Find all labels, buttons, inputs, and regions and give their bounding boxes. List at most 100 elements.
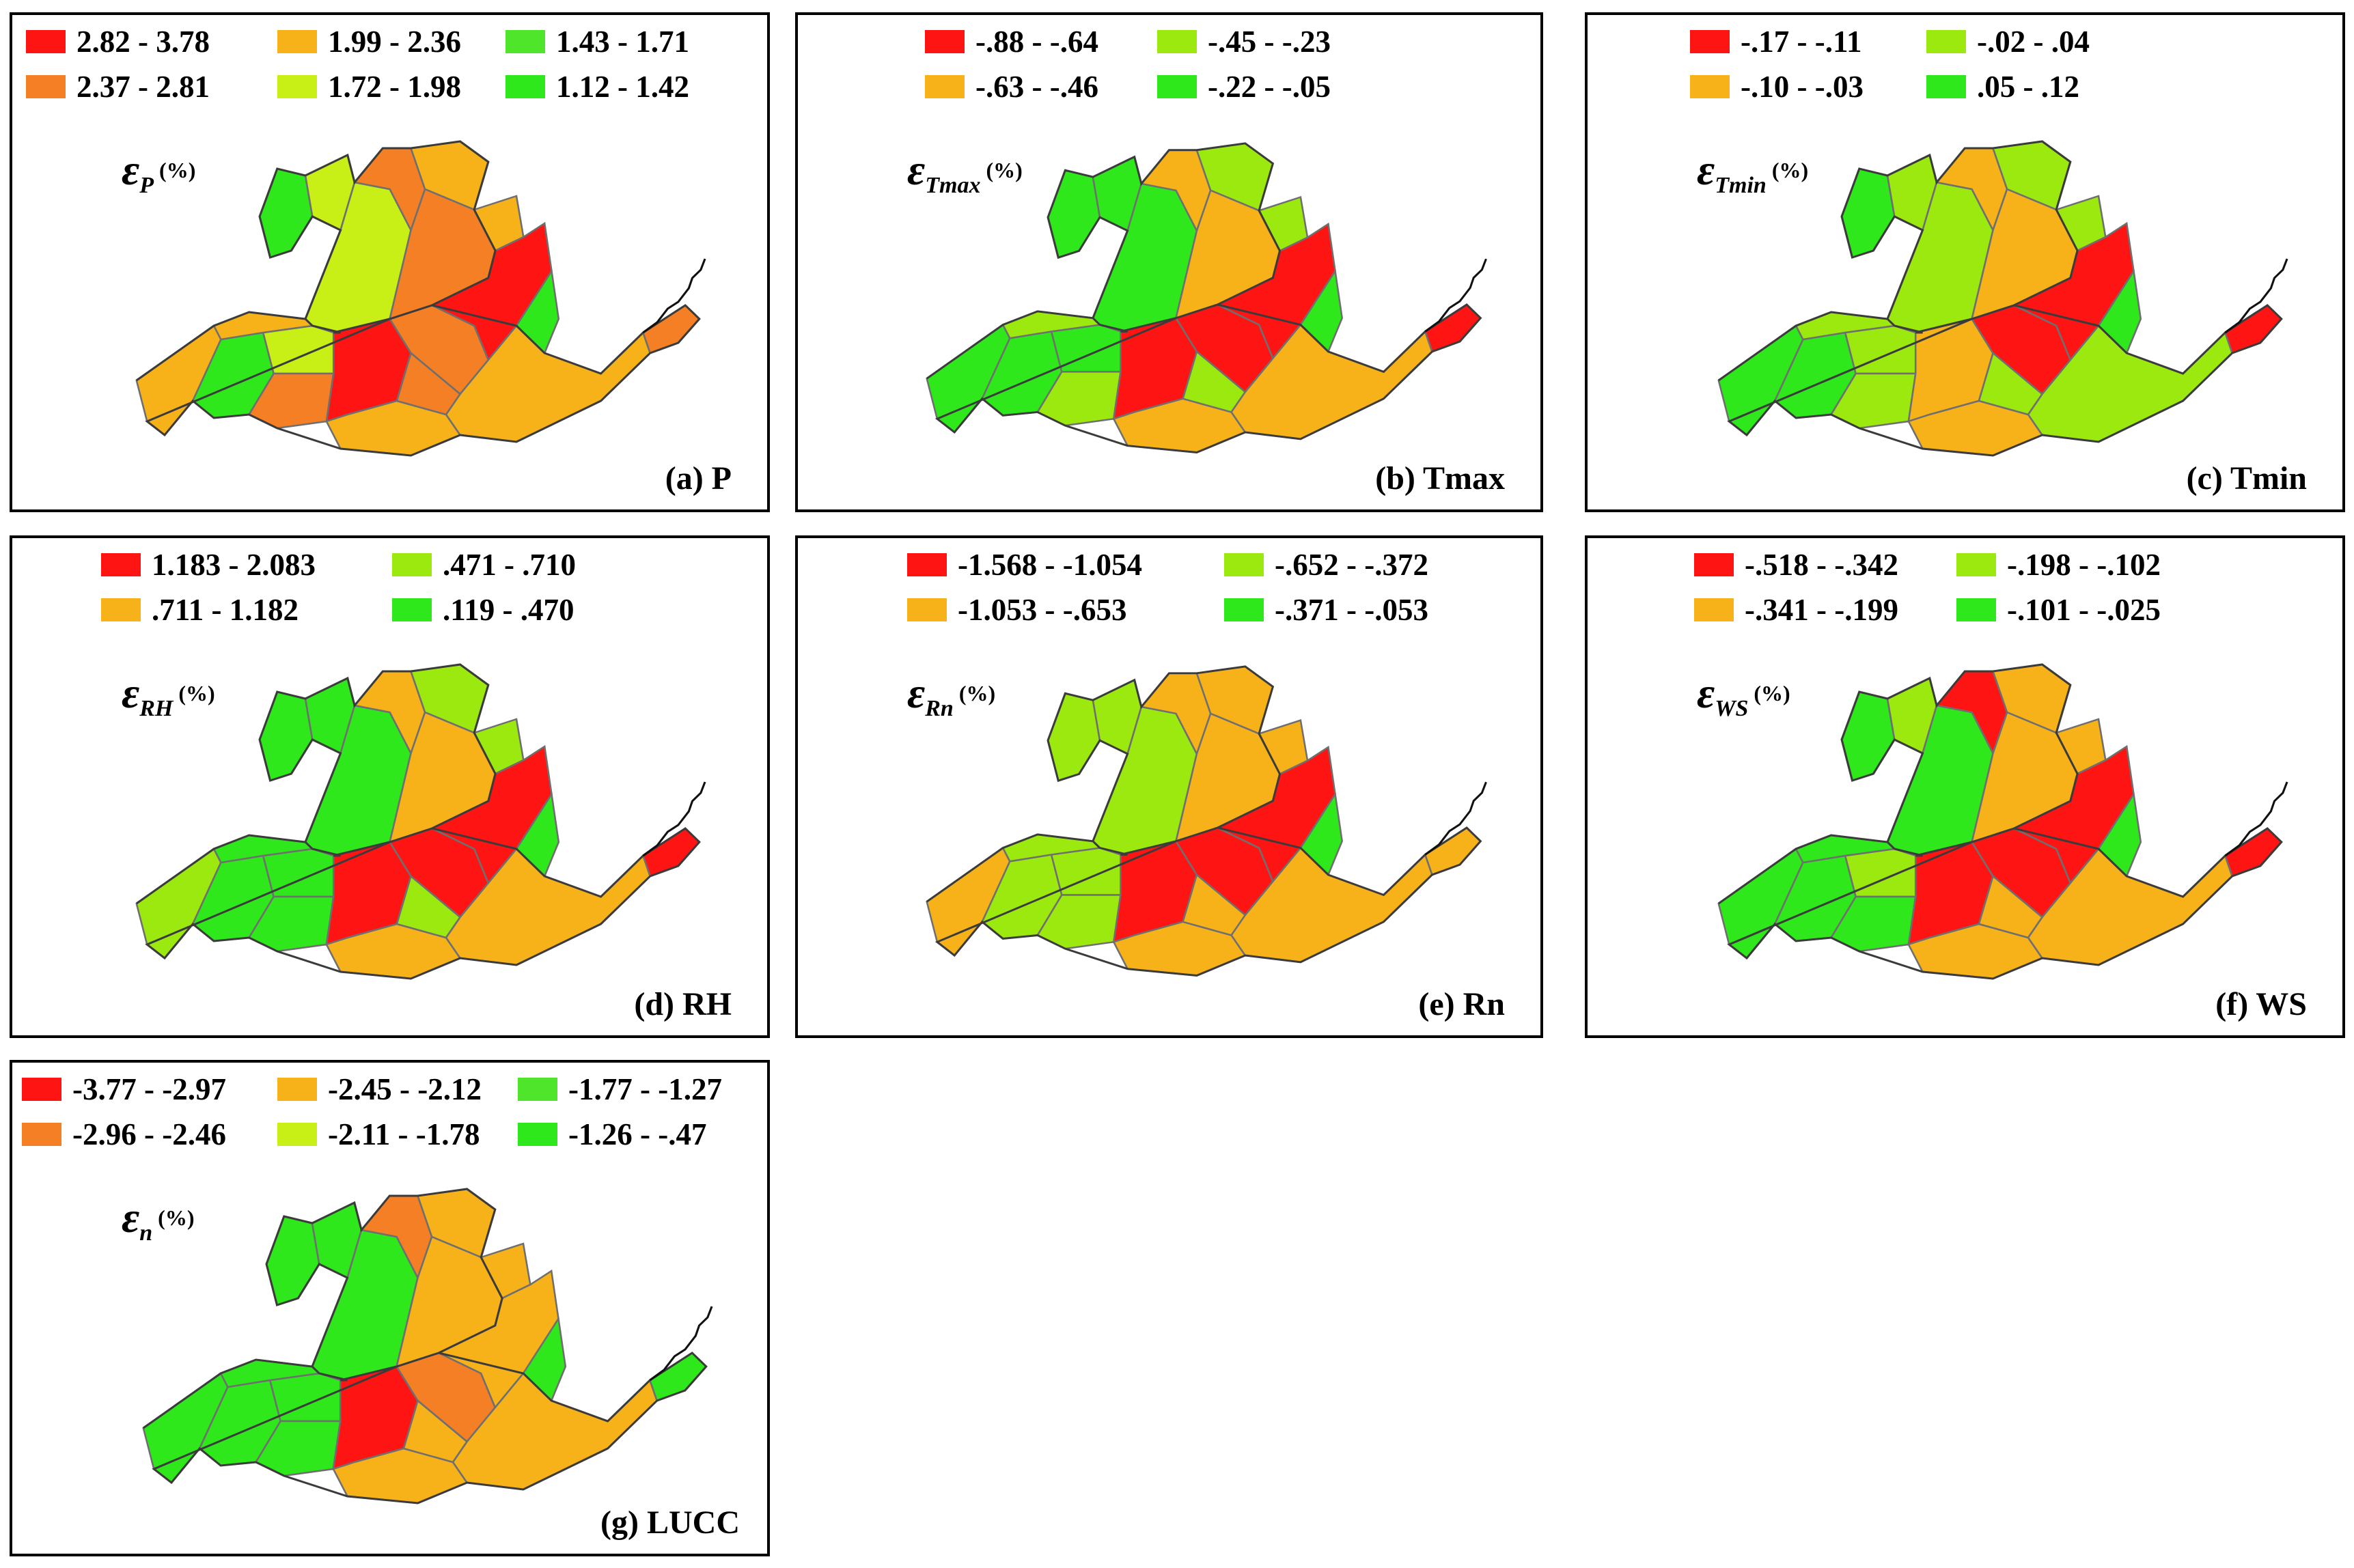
epsilon-unit: (%) (178, 681, 215, 705)
legend-range: -.652 - -.372 (1275, 548, 1428, 582)
legend-swatch (1690, 30, 1730, 53)
legend-swatch (277, 75, 317, 98)
legend-range: .711 - 1.182 (152, 593, 299, 627)
legend-item: 1.72 - 1.98 (277, 67, 461, 107)
legend-range: 1.183 - 2.083 (152, 548, 316, 582)
legend-swatch (1694, 598, 1734, 621)
legend-item: -.652 - -.372 (1224, 545, 1428, 585)
map-panel-ws: -.518 - -.342 -.341 - -.199 -.198 - -.10… (1585, 535, 2345, 1038)
legend-swatch (26, 30, 66, 53)
epsilon-unit: (%) (1754, 681, 1790, 705)
epsilon-label: εP(%) (122, 145, 195, 199)
legend-range: -1.26 - -.47 (568, 1117, 707, 1151)
basin-map (142, 1188, 713, 1504)
map-panel-tmin: -.17 - -.11 -.10 - -.03 -.02 - .04 .05 -… (1585, 12, 2345, 512)
epsilon-unit: (%) (958, 681, 996, 705)
legend-item: -1.568 - -1.054 (907, 545, 1142, 585)
basin-map (926, 665, 1487, 977)
panel-caption: (g) LUCC (600, 1504, 740, 1541)
legend-range: -.17 - -.11 (1741, 25, 1862, 59)
panel-caption: (a) P (665, 460, 732, 496)
basin-outline (926, 142, 1482, 453)
legend-item: -.10 - -.03 (1690, 67, 1864, 107)
legend-item: -.22 - -.05 (1157, 67, 1331, 107)
legend-item: -1.77 - -1.27 (518, 1069, 722, 1109)
legend-range: -1.77 - -1.27 (568, 1072, 722, 1106)
legend-range: -.10 - -.03 (1741, 70, 1864, 104)
legend-item: .05 - .12 (1926, 67, 2079, 107)
panel-caption: (e) Rn (1418, 986, 1505, 1022)
epsilon-unit: (%) (158, 1205, 195, 1230)
epsilon-subscript: Rn (925, 696, 954, 721)
epsilon-subscript: P (139, 173, 154, 198)
basin-outline (135, 140, 701, 457)
legend-swatch (907, 553, 947, 576)
legend-item: -.02 - .04 (1926, 22, 2090, 61)
basin-map (1717, 663, 2288, 980)
legend-range: -3.77 - -2.97 (72, 1072, 226, 1106)
legend-swatch (392, 598, 432, 621)
legend-swatch (277, 1078, 317, 1101)
legend: 1.183 - 2.083 .711 - 1.182 .471 - .710 .… (12, 538, 767, 641)
epsilon-symbol: ε (122, 145, 140, 194)
legend: -3.77 - -2.97 -2.96 - -2.46 -2.45 - -2.1… (12, 1063, 767, 1165)
river-estuary (642, 781, 706, 857)
panel-caption: (f) WS (2215, 986, 2307, 1022)
legend-range: -1.053 - -.653 (958, 593, 1127, 627)
legend-swatch (1956, 598, 1996, 621)
legend-range: -.371 - -.053 (1275, 593, 1428, 627)
epsilon-label: εn(%) (122, 1192, 194, 1246)
river-estuary (642, 258, 706, 334)
legend-item: -.63 - -.46 (925, 67, 1098, 107)
legend-item: -.88 - -.64 (925, 22, 1098, 61)
epsilon-symbol: ε (907, 669, 926, 717)
epsilon-label: εWS(%) (1697, 668, 1790, 722)
legend-range: 1.99 - 2.36 (328, 25, 461, 59)
legend-range: -.22 - -.05 (1208, 70, 1331, 104)
epsilon-subscript: Tmin (1715, 173, 1767, 198)
basin-outline (926, 665, 1482, 977)
legend-range: -2.11 - -1.78 (328, 1117, 480, 1151)
legend-range: -.02 - .04 (1977, 25, 2090, 59)
legend-swatch (1157, 75, 1197, 98)
legend-item: -1.053 - -.653 (907, 590, 1126, 630)
basin-map (135, 140, 706, 457)
legend-swatch (1926, 30, 1966, 53)
legend-item: -2.96 - -2.46 (22, 1115, 226, 1154)
epsilon-subscript: RH (139, 696, 174, 721)
epsilon-subscript: Tmax (925, 173, 981, 198)
legend-swatch (1694, 553, 1734, 576)
map-panel-lucc: -3.77 - -2.97 -2.96 - -2.46 -2.45 - -2.1… (10, 1060, 770, 1556)
legend-range: -.198 - -.102 (2007, 548, 2161, 582)
river-estuary (649, 1306, 713, 1382)
legend-item: .119 - .470 (392, 590, 574, 630)
legend-swatch (277, 1123, 317, 1146)
epsilon-symbol: ε (1697, 669, 1715, 717)
epsilon-label: εRn(%) (907, 668, 995, 722)
river-estuary (2224, 258, 2288, 334)
legend-range: 2.82 - 3.78 (77, 25, 210, 59)
basin-map (135, 663, 706, 980)
legend-swatch (101, 553, 141, 576)
river-estuary (2224, 781, 2288, 857)
legend-swatch (277, 30, 317, 53)
epsilon-unit: (%) (1771, 158, 1809, 182)
legend-swatch (22, 1078, 61, 1101)
legend-item: -1.26 - -.47 (518, 1115, 706, 1154)
legend-swatch (1224, 598, 1264, 621)
panel-caption: (c) Tmin (2186, 460, 2307, 496)
legend-item: -.17 - -.11 (1690, 22, 1861, 61)
legend-swatch (518, 1123, 557, 1146)
legend-swatch (925, 30, 965, 53)
legend-swatch (1224, 553, 1264, 576)
basin-map (926, 142, 1487, 453)
legend-item: 1.99 - 2.36 (277, 22, 461, 61)
legend-item: -2.45 - -2.12 (277, 1069, 482, 1109)
legend-range: -.63 - -.46 (975, 70, 1098, 104)
legend-item: -3.77 - -2.97 (22, 1069, 226, 1109)
legend-range: 1.12 - 1.42 (556, 70, 689, 104)
legend-swatch (26, 75, 66, 98)
legend-range: 1.72 - 1.98 (328, 70, 461, 104)
basin-outline (142, 1188, 708, 1504)
basin-outline (1717, 140, 2283, 457)
